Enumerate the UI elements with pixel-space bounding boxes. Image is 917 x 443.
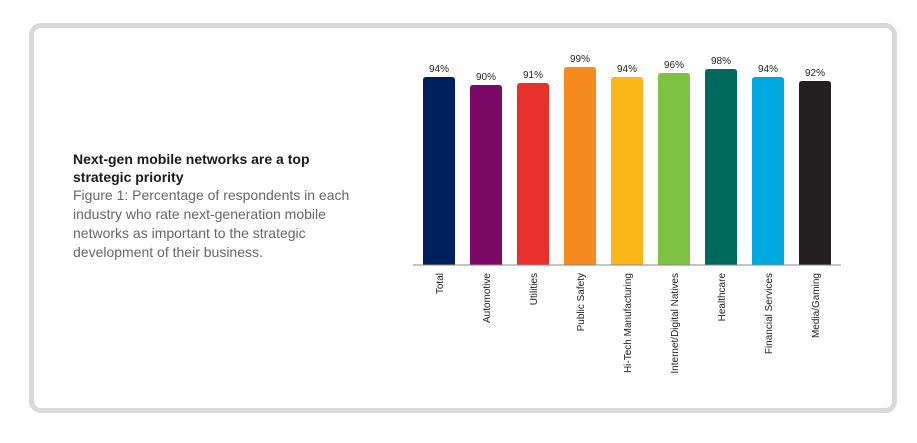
bar-total xyxy=(423,77,455,265)
category-label: Automotive xyxy=(482,273,493,323)
bar-hi-tech-manufacturing xyxy=(611,77,643,265)
bar-value-label: 98% xyxy=(711,56,731,67)
category-label: Public Safety xyxy=(576,273,587,331)
bar-automotive xyxy=(470,85,502,265)
bar-utilities xyxy=(517,83,549,265)
bar-value-label: 96% xyxy=(664,60,684,71)
bar-value-label: 90% xyxy=(476,72,496,83)
bar-public-safety xyxy=(564,67,596,265)
category-label: Utilities xyxy=(529,273,540,305)
caption-title: Next-gen mobile networks are a top strat… xyxy=(73,151,310,185)
bar-financial-services xyxy=(752,77,784,265)
category-label: Healthcare xyxy=(717,273,728,322)
figure-caption: Next-gen mobile networks are a top strat… xyxy=(73,150,363,262)
bar-value-label: 99% xyxy=(570,54,590,65)
bar-value-label: 94% xyxy=(429,64,449,75)
bar-internet-digital-natives xyxy=(658,73,690,265)
bar-value-label: 92% xyxy=(805,68,825,79)
frame-corner-notch xyxy=(875,40,889,52)
bar-value-label: 94% xyxy=(617,64,637,75)
category-label: Media/Gaming xyxy=(811,273,822,338)
bar-media-gaming xyxy=(799,81,831,265)
category-label: Internet/Digital Natives xyxy=(670,273,681,374)
bar-value-label: 94% xyxy=(758,64,778,75)
bar-healthcare xyxy=(705,69,737,265)
category-label: Hi-Tech Manufacturing xyxy=(623,273,634,373)
category-label: Total xyxy=(435,273,446,294)
bar-value-label: 91% xyxy=(523,70,543,81)
category-label: Financial Services xyxy=(764,273,775,354)
caption-text: Figure 1: Percentage of respondents in e… xyxy=(73,187,350,260)
